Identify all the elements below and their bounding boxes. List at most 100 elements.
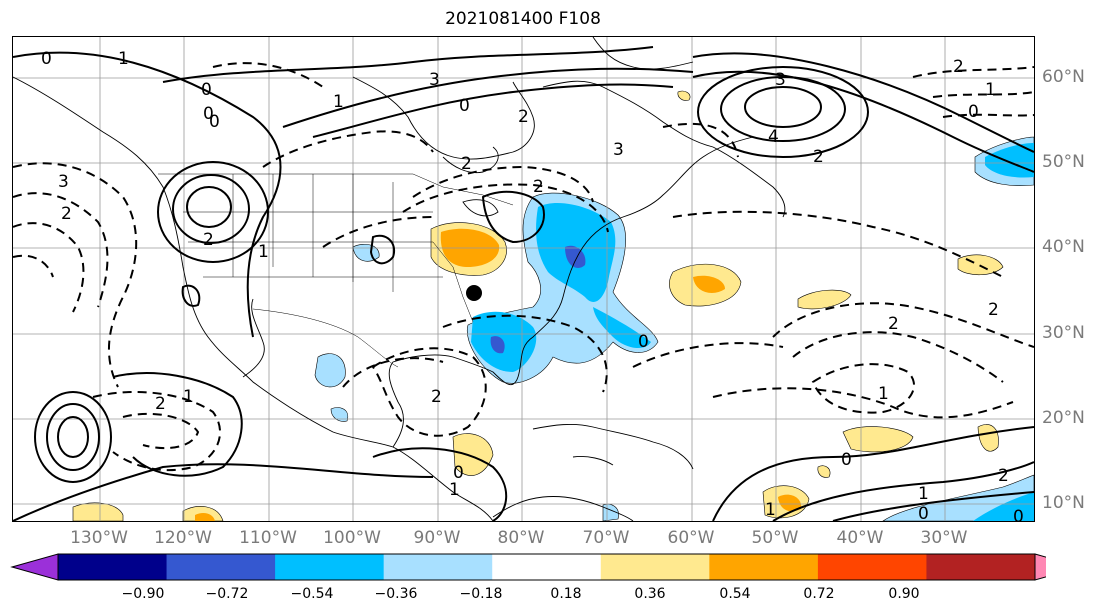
contour-label: 3 [429,70,440,90]
colorbar-segments [10,553,1046,581]
colorbar-segment [166,554,276,580]
lat-label: 20°N [1042,408,1085,428]
anomaly-positive-light [797,289,852,310]
contour-label: 1 [985,80,996,100]
colorbar-outline [57,553,1036,581]
anomaly-positive-light [817,465,831,478]
contour-label: 2 [431,387,442,407]
contour-label: 0 [203,104,214,124]
contour-lines-solid [13,46,1034,521]
contour-label: 1 [118,49,129,69]
anomaly-fill-layer [72,90,1034,521]
anomaly-positive-light [977,424,999,452]
contour-label: 2 [203,230,214,250]
anomaly-positive-light [72,502,124,521]
colorbar-tick: −0.36 [374,586,418,602]
contour-label: 1 [765,500,776,520]
anomaly-positive-mid [693,275,725,293]
map-title: 2021081400 F108 [445,9,601,29]
map-plot-area: 0 1 0 3 0 1 2 3 2 2 3 4 2 0 1 2 3 2 0 2 … [12,36,1035,522]
contour-label: 0 [638,332,649,352]
lon-label: 60°W [667,528,715,548]
contour-label: 1 [449,480,460,500]
contour-label: 0 [968,102,979,122]
colorbar-tick: −0.54 [290,586,334,602]
contour-label: 3 [775,70,786,90]
lon-label: 120°W [154,528,212,548]
colorbar-segment [492,554,602,580]
contour-label: 4 [768,127,779,147]
anomaly-negative-mid [593,307,651,349]
colorbar-tick: 0.36 [634,586,666,602]
lon-label: 50°W [751,528,799,548]
lon-label: 110°W [239,528,297,548]
lon-label: 30°W [920,528,968,548]
contour-label: 1 [183,387,194,407]
colorbar-tick: 0.90 [888,586,920,602]
anomaly-negative-mid [973,492,1034,521]
colorbar-segment [926,554,1036,580]
colorbar-tick: −0.18 [459,586,503,602]
colorbar-extend-min [10,553,59,581]
anomaly-positive-mid [195,513,215,521]
lon-label: 90°W [413,528,461,548]
contour-label: 3 [58,172,69,192]
map-canvas: 0 1 0 3 0 1 2 3 2 2 3 4 2 0 1 2 3 2 0 2 … [13,37,1034,521]
contour-label: 2 [518,107,529,127]
contour-label: 2 [953,57,964,77]
lat-label: 60°N [1042,67,1085,87]
anomaly-positive-light [452,433,494,476]
colorbar-extend-max [1034,553,1046,581]
anomaly-negative-light [314,353,346,388]
contour-label: 0 [209,112,220,132]
lon-label: 40°W [836,528,884,548]
anomaly-negative-light [352,244,380,262]
lat-label: 30°N [1042,323,1085,343]
contour-label: 2 [155,394,166,414]
contour-label: 0 [41,49,52,69]
colorbar-tick: 0.18 [550,586,582,602]
contour-label: 2 [61,204,72,224]
contour-label: 2 [888,314,899,334]
lon-label: 100°W [323,528,381,548]
contour-label: 0 [453,463,464,483]
colorbar-segment [383,554,493,580]
contour-label: 1 [258,242,269,262]
lat-label: 10°N [1042,493,1085,513]
contour-label: 1 [333,92,344,112]
anomaly-negative-light [330,407,349,422]
colorbar-segment [709,554,819,580]
coastlines [13,37,786,521]
colorbar-segment [817,554,927,580]
contour-label: 0 [841,450,852,470]
lat-label: 50°N [1042,152,1085,172]
location-marker-dot [466,285,482,301]
anomaly-negative-mid [985,143,1034,178]
contour-label: 1 [878,384,889,404]
graticule [13,37,1034,521]
contour-label: 2 [988,300,999,320]
contour-label: 2 [461,154,472,174]
contour-label: 2 [533,177,544,197]
anomaly-negative-strong [490,336,505,354]
contour-label: 3 [613,140,624,160]
lon-label: 130°W [70,528,128,548]
anomaly-positive-mid [778,494,802,512]
contour-label: 0 [918,504,929,521]
colorbar-segment [275,554,385,580]
anomaly-positive-light [842,426,914,453]
contour-label: 2 [998,466,1009,486]
contour-label: 0 [459,96,470,116]
lat-label: 40°N [1042,237,1085,257]
contour-label-layer: 0 1 0 3 0 1 2 3 2 2 3 4 2 0 1 2 3 2 0 2 … [41,49,1024,521]
anomaly-positive-light [677,90,691,101]
contour-label: 2 [813,147,824,167]
colorbar [10,553,1046,581]
lon-label: 70°W [582,528,630,548]
political-borders [158,173,514,368]
colorbar-tick: −0.72 [205,586,249,602]
colorbar-tick: 0.54 [719,586,751,602]
lon-label: 80°W [497,528,545,548]
contour-lines-dashed [13,62,1034,472]
colorbar-tick: −0.90 [121,586,165,602]
